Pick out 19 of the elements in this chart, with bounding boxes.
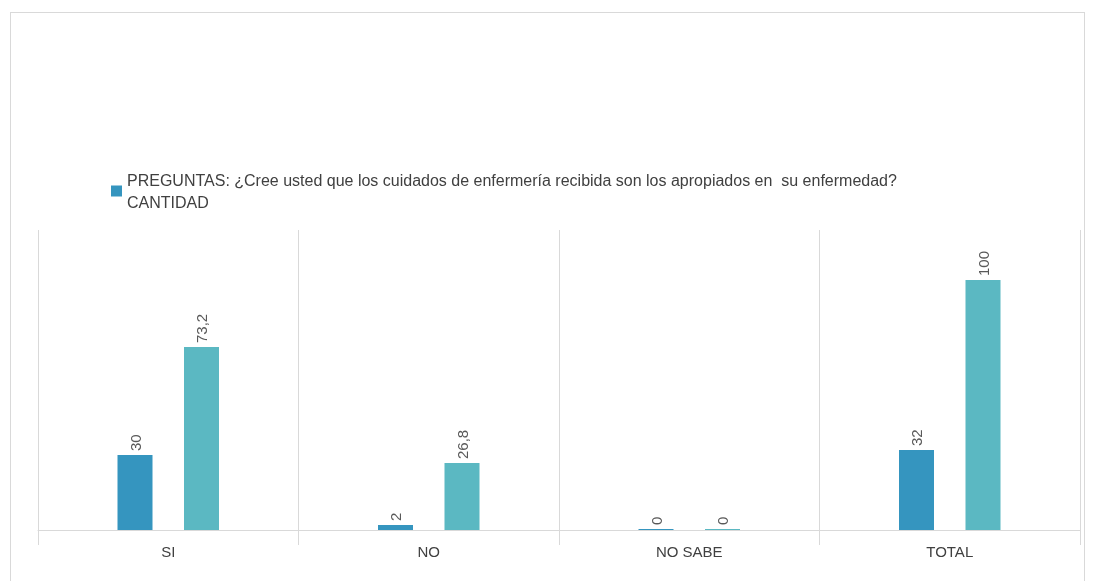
bar: [184, 347, 219, 530]
bar: [899, 450, 934, 530]
data-label: 32: [908, 429, 925, 446]
bar: [965, 280, 1001, 530]
data-label: 26,8: [453, 429, 471, 459]
x-tick-label: NO SABE: [655, 543, 723, 560]
legend-label: PREGUNTAS: ¿Cree usted que los cuidados de enfermería recibida son los apropiados en su enfermedad? CANTIDAD: [127, 171, 902, 211]
bar: [444, 463, 480, 530]
bar: [117, 455, 153, 530]
x-tick-label: NO: [417, 543, 440, 560]
data-label: 2: [387, 512, 404, 521]
data-label: 73,2: [193, 313, 210, 343]
x-tick-label: SI: [161, 543, 176, 560]
data-label: 0: [714, 516, 731, 525]
bar: [378, 525, 413, 530]
x-tick-label: TOTAL: [926, 543, 974, 560]
data-label: 30: [126, 434, 144, 451]
data-label: 0: [647, 516, 665, 525]
data-label: 100: [974, 250, 992, 276]
